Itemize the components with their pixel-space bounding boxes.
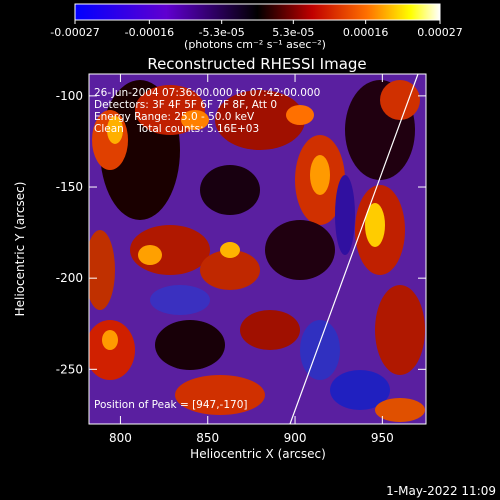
solar-limb-line xyxy=(289,74,419,424)
colorbar-tick-label: -5.3e-05 xyxy=(199,26,245,39)
y-axis-ticks: -100 -150 -200 -250 xyxy=(56,89,426,376)
chart-title: Reconstructed RHESSI Image xyxy=(147,55,366,73)
x-tick-label: 850 xyxy=(196,431,219,445)
colorbar-ticks: -0.00027 -0.00016 -5.3e-05 5.3e-05 0.00016 0.… xyxy=(50,20,463,39)
x-axis-label: Heliocentric X (arcsec) xyxy=(190,447,326,461)
x-tick-label: 800 xyxy=(109,431,132,445)
y-tick-label: -250 xyxy=(56,362,83,376)
annotation-energy-range: Energy Range: 25.0 - 50.0 keV xyxy=(94,111,255,123)
colorbar-tick-label: -0.00016 xyxy=(125,26,174,39)
x-tick-label: 950 xyxy=(371,431,394,445)
footer-date: 1-May-2022 11:09 xyxy=(386,484,496,498)
annotation-counts: Clean Total counts: 5.16E+03 xyxy=(94,123,259,135)
y-tick-label: -200 xyxy=(56,271,83,285)
heatmap-image xyxy=(89,74,425,424)
plot-frame xyxy=(88,73,427,425)
colorbar-tick-label: 5.3e-05 xyxy=(272,26,314,39)
x-axis-ticks: 800 850 900 950 xyxy=(109,74,394,445)
y-tick-label: -150 xyxy=(56,180,83,194)
colorbar xyxy=(74,3,441,21)
colorbar-unit-label: (photons cm⁻² s⁻¹ asec⁻²) xyxy=(184,38,326,51)
annotation-detectors: Detectors: 3F 4F 5F 6F 7F 8F, Att 0 xyxy=(94,99,277,111)
colorbar-tick-label: 0.00016 xyxy=(343,26,389,39)
colorbar-tick-label: -0.00027 xyxy=(50,26,99,39)
colorbar-tick-label: 0.00027 xyxy=(417,26,463,39)
y-axis-label: Heliocentric Y (arcsec) xyxy=(13,182,27,317)
annotation-time-range: 26-Jun-2004 07:36:00.000 to 07:42:00.000 xyxy=(94,87,320,99)
annotation-peak-position: Position of Peak = [947,-170] xyxy=(94,399,248,411)
y-tick-label: -100 xyxy=(56,89,83,103)
x-tick-label: 900 xyxy=(284,431,307,445)
emission-blobs xyxy=(89,80,425,422)
